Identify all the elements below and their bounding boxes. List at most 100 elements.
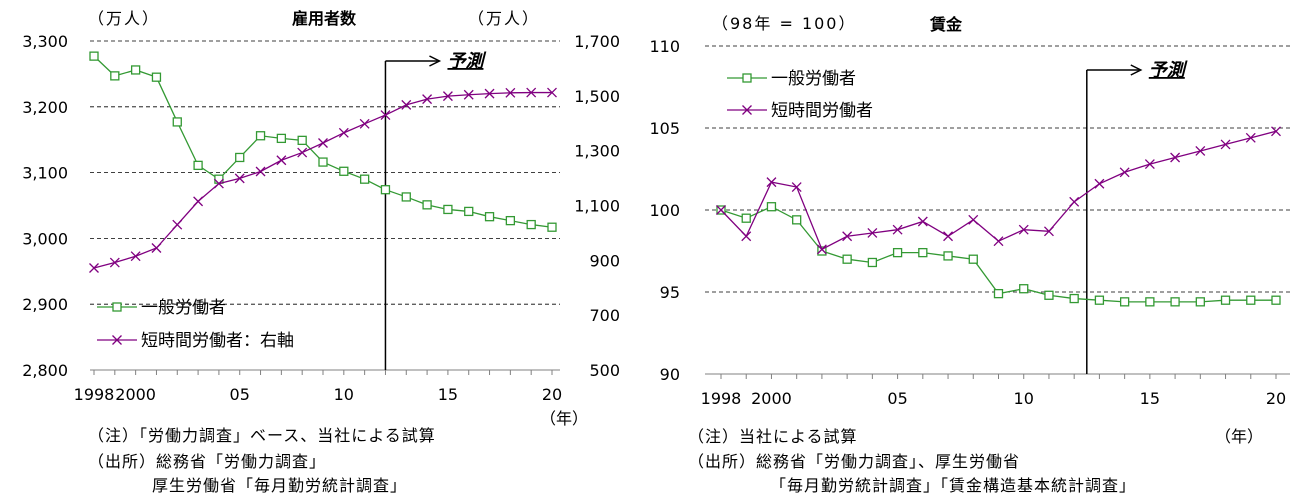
source-1: （出所）総務省「労働力調査」 bbox=[88, 452, 326, 471]
y-tick-label: 3,200 bbox=[22, 98, 68, 117]
data-point-2 bbox=[716, 205, 726, 215]
data-point-1 bbox=[1069, 293, 1079, 304]
forecast-arrowhead bbox=[1130, 64, 1143, 76]
data-point-2 bbox=[422, 94, 433, 105]
legend-label-2: 短時間労働者 bbox=[771, 101, 873, 121]
data-point-1 bbox=[110, 71, 120, 81]
forecast-arrowhead bbox=[429, 55, 442, 67]
data-point-1 bbox=[1195, 297, 1205, 307]
data-point-1 bbox=[89, 51, 99, 61]
data-point-1 bbox=[172, 117, 182, 127]
data-point-2 bbox=[442, 91, 453, 102]
note-2: （注）当社による試算 bbox=[688, 427, 858, 446]
data-point-2 bbox=[276, 155, 287, 166]
left-axis-unit-2: （98年 = 100） bbox=[712, 14, 856, 33]
data-point-1 bbox=[1094, 295, 1105, 305]
forecast-label: 予測 bbox=[1149, 60, 1188, 81]
y2-tick-label: 700 bbox=[589, 306, 620, 325]
series-line-2 bbox=[93, 91, 552, 269]
data-point-1 bbox=[1044, 290, 1054, 300]
data-point-1 bbox=[526, 219, 536, 230]
y-tick-label: 2,900 bbox=[22, 295, 68, 314]
data-point-2 bbox=[1144, 159, 1155, 170]
data-point-1 bbox=[339, 166, 349, 176]
data-point-1 bbox=[276, 133, 287, 144]
y-tick-label: 3,300 bbox=[22, 32, 68, 51]
source-1-cont: 厚生労働省「毎月勤労統計調査」 bbox=[152, 476, 407, 495]
data-point-1 bbox=[443, 204, 453, 215]
right-axis-unit-1: （万人） bbox=[468, 9, 540, 28]
data-point-2 bbox=[193, 196, 204, 207]
data-point-1 bbox=[359, 174, 370, 184]
y2-tick-label: 1,700 bbox=[574, 32, 620, 51]
data-point-2 bbox=[1094, 178, 1105, 189]
x-tick-label: 2000 bbox=[751, 389, 792, 408]
y-tick-label: 3,000 bbox=[22, 229, 68, 248]
data-point-2 bbox=[1069, 196, 1080, 207]
data-point-2 bbox=[791, 182, 802, 192]
y-tick-label: 110 bbox=[649, 37, 680, 56]
left-axis-unit-1: （万人） bbox=[88, 9, 160, 28]
data-point-2 bbox=[842, 231, 853, 242]
data-point-1 bbox=[918, 247, 928, 258]
data-point-2 bbox=[401, 99, 412, 110]
data-point-2 bbox=[297, 147, 308, 158]
data-point-2 bbox=[1271, 126, 1281, 137]
data-point-1 bbox=[817, 246, 827, 256]
data-point-2 bbox=[1043, 226, 1054, 237]
x-tick-label: 10 bbox=[334, 385, 354, 404]
data-point-1 bbox=[193, 160, 203, 171]
data-point-1 bbox=[741, 213, 751, 223]
chart-title-2: 賃金 bbox=[929, 15, 963, 34]
data-point-1 bbox=[1271, 295, 1281, 305]
data-point-1 bbox=[1019, 284, 1029, 294]
y-tick-label: 95 bbox=[660, 283, 680, 302]
legend-marker-1 bbox=[112, 302, 122, 312]
source-2: （出所）総務省「労働力調査」、厚生労働省 bbox=[688, 452, 1020, 471]
data-point-2 bbox=[255, 166, 266, 177]
x-tick-label: 05 bbox=[230, 385, 250, 404]
data-point-2 bbox=[917, 216, 928, 227]
x-axis-unit-1: （年） bbox=[540, 409, 588, 428]
y-tick-label: 100 bbox=[649, 201, 680, 220]
data-point-2 bbox=[172, 219, 183, 230]
data-point-1 bbox=[1220, 295, 1231, 305]
data-point-2 bbox=[151, 243, 162, 253]
data-point-1 bbox=[792, 215, 802, 225]
source-2-cont: 「毎月勤労統計調査」「賃金構造基本統計調査」 bbox=[770, 476, 1136, 495]
legend-marker-2 bbox=[112, 335, 122, 345]
data-point-2 bbox=[968, 214, 979, 225]
data-point-1 bbox=[1170, 297, 1180, 307]
legend-label-2: 短時間労働者：右軸 bbox=[141, 331, 294, 351]
series-line-1 bbox=[720, 205, 1276, 303]
data-point-1 bbox=[422, 200, 432, 210]
data-point-2 bbox=[1018, 224, 1029, 235]
data-point-2 bbox=[1220, 139, 1231, 150]
x-tick-label: 20 bbox=[542, 385, 562, 404]
y-tick-label: 2,800 bbox=[22, 361, 68, 380]
data-point-1 bbox=[214, 174, 224, 184]
data-point-1 bbox=[547, 222, 557, 232]
data-point-2 bbox=[318, 138, 328, 148]
data-point-1 bbox=[892, 247, 903, 258]
data-point-2 bbox=[234, 173, 245, 184]
data-point-2 bbox=[526, 87, 537, 98]
data-point-1 bbox=[297, 135, 307, 146]
y2-tick-label: 1,100 bbox=[574, 197, 620, 216]
data-point-1 bbox=[943, 251, 953, 261]
data-point-2 bbox=[741, 231, 752, 242]
chart-title-1: 雇用者数 bbox=[292, 9, 357, 28]
data-point-1 bbox=[235, 152, 245, 163]
data-point-1 bbox=[1145, 297, 1155, 307]
y2-tick-label: 1,300 bbox=[574, 142, 620, 161]
x-tick-label: 15 bbox=[438, 385, 458, 404]
x-tick-label: 15 bbox=[1140, 389, 1160, 408]
y-tick-label: 3,100 bbox=[22, 164, 68, 183]
x-tick-label: 05 bbox=[887, 389, 907, 408]
series-line-2 bbox=[720, 130, 1277, 251]
data-point-2 bbox=[380, 110, 391, 120]
legend-label-1: 一般労働者 bbox=[141, 298, 226, 318]
data-point-2 bbox=[463, 89, 474, 100]
legend-marker-1 bbox=[742, 73, 752, 83]
